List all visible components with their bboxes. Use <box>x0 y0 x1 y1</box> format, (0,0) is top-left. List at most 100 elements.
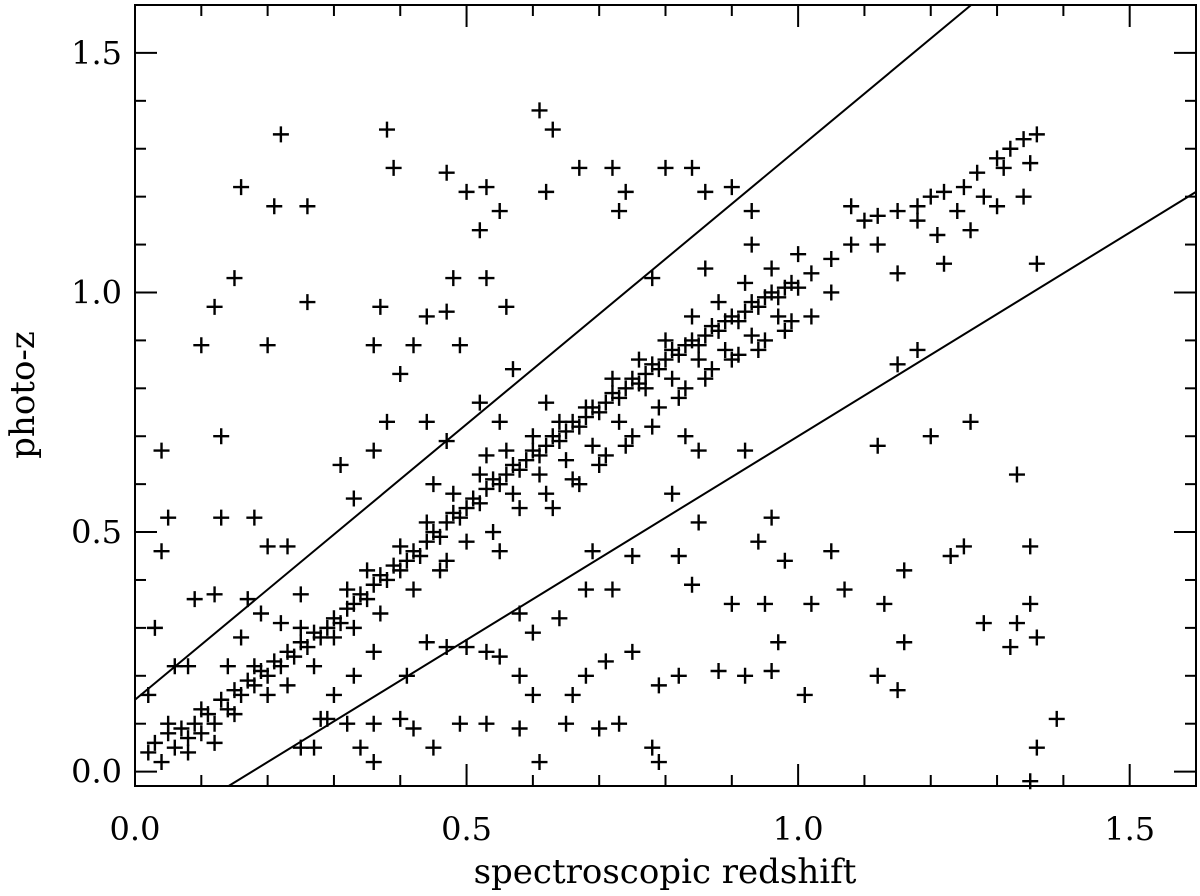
data-point <box>418 308 435 325</box>
data-point <box>975 615 992 632</box>
data-point <box>584 437 601 454</box>
data-point <box>770 634 787 651</box>
data-point <box>345 490 362 507</box>
data-point <box>876 595 893 612</box>
data-point <box>233 629 250 646</box>
data-point <box>146 619 163 636</box>
reference-line <box>134 4 972 701</box>
data-point <box>299 198 316 215</box>
data-point <box>611 715 628 732</box>
data-point <box>392 562 409 579</box>
data-point <box>213 509 230 526</box>
data-point <box>710 322 727 339</box>
data-point <box>955 538 972 555</box>
data-point <box>962 413 979 430</box>
data-point <box>299 294 316 311</box>
data-point <box>743 236 760 253</box>
data-point <box>763 509 780 526</box>
data-point <box>657 159 674 176</box>
data-point <box>591 404 608 421</box>
data-point <box>1008 466 1025 483</box>
data-point <box>611 203 628 220</box>
data-point <box>869 207 886 224</box>
data-point <box>279 677 296 694</box>
data-point <box>962 222 979 239</box>
data-point <box>239 591 256 608</box>
data-point <box>531 447 548 464</box>
data-point <box>577 399 594 416</box>
data-point <box>458 639 475 656</box>
data-point <box>432 528 449 545</box>
data-point <box>160 715 177 732</box>
data-point <box>518 452 535 469</box>
data-point <box>896 634 913 651</box>
data-point <box>166 739 183 756</box>
data-point <box>173 720 190 737</box>
data-point <box>1022 595 1039 612</box>
data-point <box>524 686 541 703</box>
data-point <box>697 183 714 200</box>
data-point <box>770 308 787 325</box>
data-point <box>617 437 634 454</box>
data-point <box>378 571 395 588</box>
data-point <box>604 370 621 387</box>
data-point <box>392 710 409 727</box>
data-point <box>975 188 992 205</box>
data-point <box>896 562 913 579</box>
data-point <box>869 667 886 684</box>
data-point <box>790 279 807 296</box>
data-point <box>531 754 548 771</box>
data-point <box>292 586 309 603</box>
data-point <box>703 361 720 378</box>
data-point <box>451 337 468 354</box>
data-point <box>803 308 820 325</box>
data-point <box>1022 155 1039 172</box>
data-point <box>551 413 568 430</box>
plot-frame <box>134 4 1197 787</box>
data-point <box>710 294 727 311</box>
data-point <box>246 658 263 675</box>
data-point <box>989 198 1006 215</box>
data-point <box>438 639 455 656</box>
data-point <box>498 442 515 459</box>
data-point <box>504 485 521 502</box>
data-point <box>790 246 807 263</box>
data-point <box>246 509 263 526</box>
data-point <box>531 466 548 483</box>
data-point <box>511 500 528 517</box>
data-point <box>995 159 1012 176</box>
data-point <box>524 624 541 641</box>
data-point <box>1022 538 1039 555</box>
data-point <box>458 183 475 200</box>
data-point <box>843 198 860 215</box>
data-point <box>259 538 276 555</box>
data-point <box>524 428 541 445</box>
x-tick-label: 1.0 <box>773 810 824 848</box>
data-point <box>511 720 528 737</box>
data-point <box>432 562 449 579</box>
data-point <box>160 509 177 526</box>
data-point <box>1022 773 1039 790</box>
data-point <box>471 495 488 512</box>
data-point <box>511 667 528 684</box>
data-point <box>1028 739 1045 756</box>
data-point <box>538 437 555 454</box>
data-point <box>445 270 462 287</box>
data-point <box>140 744 157 761</box>
data-point <box>776 322 793 339</box>
x-tick-label: 1.5 <box>1104 810 1155 848</box>
data-point <box>292 619 309 636</box>
data-point <box>823 543 840 560</box>
data-point <box>644 418 661 435</box>
data-point <box>345 595 362 612</box>
data-point <box>478 270 495 287</box>
data-point <box>611 413 628 430</box>
data-point <box>942 548 959 565</box>
data-point <box>909 212 926 229</box>
data-point <box>206 734 223 751</box>
data-point <box>650 677 667 694</box>
data-point <box>146 734 163 751</box>
data-point <box>398 667 415 684</box>
data-point <box>279 538 296 555</box>
data-point <box>365 576 382 593</box>
